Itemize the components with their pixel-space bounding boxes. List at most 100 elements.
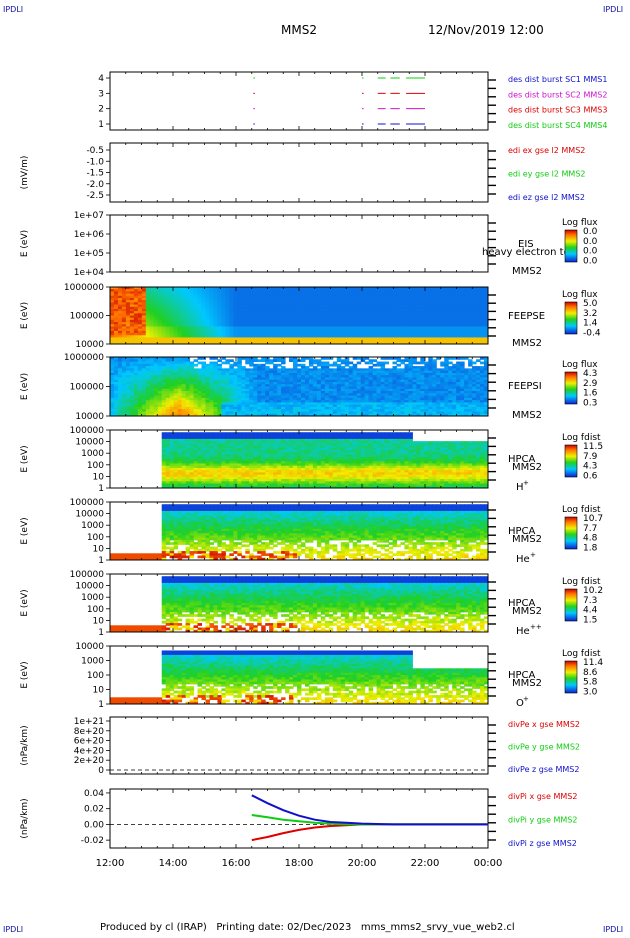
spectrogram-cell xyxy=(277,364,281,367)
spectrogram-cell xyxy=(373,359,377,362)
spectrogram-cell xyxy=(361,359,365,362)
spectrogram-cell xyxy=(377,364,381,367)
spectrogram-cell xyxy=(249,364,253,367)
spectrogram-cell xyxy=(345,364,349,367)
colorbar-tick-label: -0.4 xyxy=(583,328,601,338)
y-tick-label: -2.5 xyxy=(86,191,104,201)
legend-entry: des dist burst SC2 MMS2 xyxy=(508,90,607,99)
colorbar-tick-label: 1.4 xyxy=(583,319,598,329)
legend-entry: des dist burst SC1 MMS1 xyxy=(508,75,607,84)
spectrogram-cell xyxy=(385,362,389,365)
spectrogram-feepse xyxy=(110,287,489,345)
y-tick-label: 10000 xyxy=(75,340,104,350)
spectrogram-cell xyxy=(277,359,281,362)
spectrogram-cell xyxy=(281,362,285,365)
panel-frame xyxy=(110,215,488,272)
spectrogram-cell xyxy=(333,364,337,367)
colorbar-tick-label: 5.0 xyxy=(583,299,598,309)
colorbar xyxy=(565,230,577,262)
spectrogram-cell xyxy=(400,362,404,365)
y-tick-label: 1 xyxy=(98,120,104,130)
plot-datetime: 12/Nov/2019 12:00 xyxy=(428,23,544,37)
spectrogram-cell xyxy=(440,364,444,367)
y-tick-label: -2.0 xyxy=(86,180,104,190)
spectrogram-cell xyxy=(273,359,277,362)
spectrogram-cell xyxy=(289,359,293,362)
spectrogram-cell xyxy=(229,359,233,362)
spectrogram-cell xyxy=(329,364,333,367)
spectrogram-cell xyxy=(301,359,305,362)
spectrogram-cell xyxy=(373,364,377,367)
y-tick-label: 1e+06 xyxy=(74,230,105,240)
spectrogram-cell xyxy=(194,359,198,362)
y-tick-label: 1000000 xyxy=(64,283,104,293)
spectrogram-cell xyxy=(217,359,221,362)
y-axis-label: E (eV) xyxy=(20,230,30,257)
panel-burst: 1 2 3 4 des dist burst SC1 MMS1 des dist burs… xyxy=(98,72,607,130)
panel-frame xyxy=(110,72,488,130)
spectrogram-cell xyxy=(225,362,229,365)
spectrogram-cell xyxy=(468,364,472,367)
y-tick-label: 2 xyxy=(98,105,104,115)
overlay-text: heavy electron to xyxy=(482,247,570,258)
spectrogram-cell xyxy=(233,364,237,367)
spectrogram-cell xyxy=(365,362,369,365)
y-axis-label: E (eV) xyxy=(20,302,30,329)
corner-label-top-right: IPDLI xyxy=(603,5,623,14)
spectrogram-cell xyxy=(357,362,361,365)
legend-entry: edi ey gse l2 MMS2 xyxy=(508,170,586,179)
spectrogram-cell xyxy=(337,359,341,362)
spacecraft-title: MMS2 xyxy=(281,23,317,37)
spectrogram-cell xyxy=(369,362,373,365)
spectrogram-cell xyxy=(416,362,420,365)
colorbar xyxy=(565,302,577,334)
spectrogram-cell xyxy=(313,362,317,365)
panel-edi: -0.5-1.0-1.5-2.0-2.5(mV/m)edi ex gse l2 … xyxy=(20,143,586,202)
legend-entry: des dist burst SC3 MMS3 xyxy=(508,106,607,115)
spectrogram-cell xyxy=(253,359,257,362)
spectrogram-cell xyxy=(245,362,249,365)
spectrogram-cell xyxy=(448,362,452,365)
colorbar-tick-label: 0.0 xyxy=(583,256,598,266)
legend-entry: edi ex gse l2 MMS2 xyxy=(508,146,585,155)
spectrogram-cell xyxy=(257,359,261,362)
y-tick-label: 100000 xyxy=(70,312,105,322)
spectrogram-cell xyxy=(261,359,265,362)
spectrogram-cell xyxy=(297,364,301,367)
panels: 1 2 3 4 des dist burst SC1 MMS1 des dist burs… xyxy=(20,72,607,848)
spacecraft-label: MMS2 xyxy=(512,338,542,349)
y-axis-label: (mV/m) xyxy=(20,156,30,190)
y-tick-label: 3 xyxy=(98,89,104,99)
y-tick-label: 4 xyxy=(98,74,104,84)
y-tick-label: 1e+04 xyxy=(74,268,105,278)
spectrogram-cell xyxy=(412,362,416,365)
y-tick-label: 1e+05 xyxy=(74,249,104,259)
spectrogram-cell xyxy=(198,362,202,365)
colorbar-tick-label: 0.0 xyxy=(583,227,598,237)
spectrogram-cell xyxy=(349,362,353,365)
spectrogram-cell xyxy=(269,362,273,365)
spectrogram-cell xyxy=(396,359,400,362)
y-tick-label: 1e+07 xyxy=(74,211,104,221)
colorbar-tick-label: 3.2 xyxy=(583,309,597,319)
legend-entry: edi ez gse l2 MMS2 xyxy=(508,193,585,202)
spectrogram-cell xyxy=(221,362,225,365)
panel-frame xyxy=(110,143,488,202)
y-tick-label: -1.5 xyxy=(86,169,104,179)
spectrogram-cell xyxy=(420,362,424,365)
spectrogram-cell xyxy=(317,364,321,367)
colorbar-tick-label: 0.0 xyxy=(583,247,598,257)
corner-label-top-left: IPDLI xyxy=(3,5,23,14)
spectrogram-cell xyxy=(194,364,198,367)
spectrogram-cell xyxy=(404,359,408,362)
instrument-label: FEEPSE xyxy=(508,311,545,322)
spectrogram-cell xyxy=(341,362,345,365)
spectrogram-feepsi xyxy=(110,357,489,417)
colorbar-tick-label: 0.0 xyxy=(583,237,598,247)
y-tick-label: -1.0 xyxy=(86,157,104,167)
spectrogram-cell xyxy=(265,362,269,365)
